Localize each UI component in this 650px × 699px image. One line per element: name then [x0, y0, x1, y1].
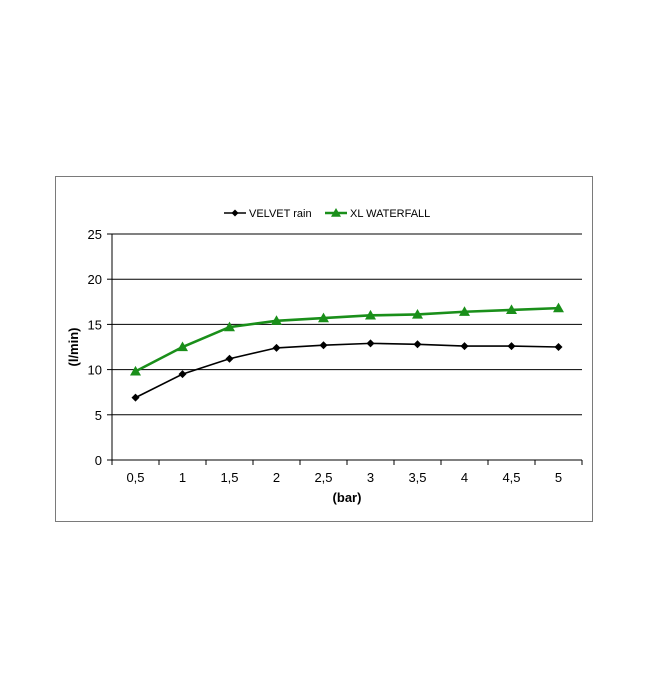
- data-point: [130, 365, 141, 376]
- data-point: [506, 304, 517, 315]
- data-point: [178, 370, 187, 379]
- chart-container: 0 5 10 15 20 25 0,5 1 1,5 2 2,5 3 3,5 4 4,5 5 VELVET ra…: [55, 176, 593, 522]
- y-tick-label: 20: [88, 272, 102, 287]
- data-point: [553, 302, 564, 313]
- data-point: [225, 354, 234, 363]
- data-point: [319, 341, 328, 350]
- data-point: [318, 312, 329, 323]
- grid-lines: [112, 233, 582, 416]
- y-tick-label: 15: [88, 317, 102, 332]
- line-chart: 0 5 10 15 20 25 0,5 1 1,5 2 2,5 3 3,5 4 4,5 5 VELVET ra…: [66, 208, 583, 505]
- data-point: [460, 342, 469, 351]
- data-point: [224, 321, 235, 332]
- data-point: [459, 306, 470, 316]
- y-tick-label: 0: [95, 453, 102, 468]
- x-tick-label: 1,5: [220, 470, 238, 485]
- x-tick-label: 1: [179, 470, 186, 485]
- data-point: [131, 393, 140, 402]
- x-tick-label: 3: [367, 470, 374, 485]
- axes: 0 5 10 15 20 25 0,5 1 1,5 2 2,5 3 3,5 4 4,5 5: [88, 227, 583, 485]
- data-point: [177, 341, 188, 352]
- legend-label: VELVET rain: [249, 208, 312, 220]
- data-point: [366, 339, 375, 348]
- data-point: [413, 340, 422, 349]
- x-tick-label: 2,5: [314, 470, 332, 485]
- x-tick-label: 4,5: [502, 470, 520, 485]
- y-tick-label: 25: [88, 227, 102, 242]
- data-point: [271, 315, 282, 325]
- series-line: [135, 342, 559, 399]
- x-tick-label: 2: [273, 470, 280, 485]
- x-tick-label: 0,5: [126, 470, 144, 485]
- y-tick-label: 5: [95, 408, 102, 423]
- series-lines: [130, 302, 564, 402]
- x-tick-label: 5: [555, 470, 562, 485]
- x-axis-title: (bar): [333, 490, 362, 505]
- data-point: [365, 309, 376, 320]
- y-tick-label: 10: [88, 363, 102, 378]
- x-tick-label: 4: [461, 470, 468, 485]
- legend: VELVET rain XL WATERFALL: [224, 208, 430, 220]
- legend-label: XL WATERFALL: [350, 208, 430, 220]
- x-tick-label: 3,5: [408, 470, 426, 485]
- data-point: [331, 208, 341, 217]
- data-point: [272, 343, 281, 352]
- data-point: [507, 342, 516, 351]
- data-point: [412, 308, 423, 319]
- data-point: [231, 209, 239, 217]
- y-axis-title: (l/min): [66, 328, 81, 367]
- data-point: [554, 343, 563, 351]
- series-line: [134, 306, 559, 373]
